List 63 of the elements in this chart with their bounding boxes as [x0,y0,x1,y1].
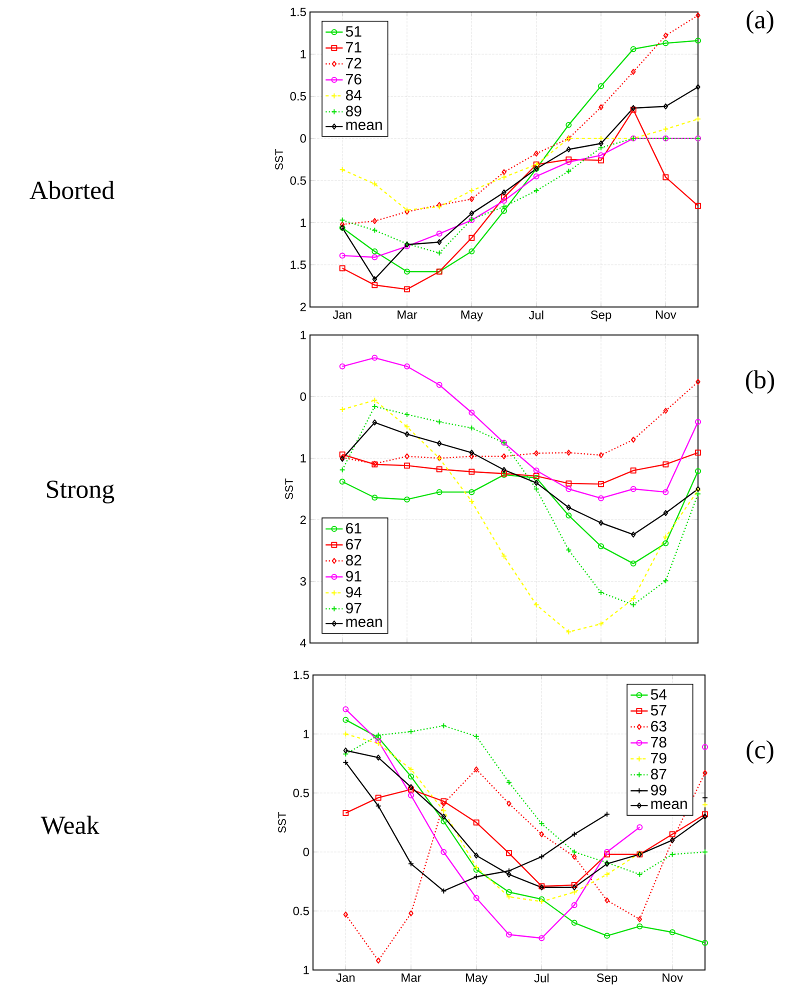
text: (b) [746,370,774,394]
y-tick-label: 1 [300,330,306,340]
y-tick-label: 0.5 [293,788,309,798]
text: Aborted [30,180,114,200]
y-tick-label: 3 [300,577,306,586]
y-tick-label: 1 [304,966,309,974]
x-tick-label: May [461,310,483,322]
y-tick-label: 1.5 [290,260,306,270]
y-axis-title: SST [278,812,286,833]
y-tick-label: 1.5 [294,670,309,680]
y-tick-label: 0.5 [290,92,306,101]
text: (c) [746,740,774,764]
y-tick-label: 0.5 [290,176,306,185]
legend-label: 91 [346,570,362,582]
legend-label: 71 [346,42,362,52]
legend-label: 63 [651,720,666,732]
text: (a) [746,10,774,34]
legend-label: 87 [650,768,666,780]
legend-label: mean [346,122,382,130]
x-tick-label: Jan [332,310,352,319]
x-tick-label: Mar [402,974,422,982]
y-tick-label: 2 [300,516,306,524]
y-axis-title: SST [285,478,293,500]
y-tick-label: 1 [304,730,309,738]
x-tick-label: Sep [590,310,612,322]
legend-label: 89 [346,106,362,116]
legend-label: mean [651,800,687,809]
x-tick-label: Nov [656,310,676,319]
legend-label: 79 [651,752,666,764]
legend-label: 51 [346,26,362,37]
legend-label: 61 [346,522,362,534]
legend-label: 57 [650,705,666,716]
x-tick-label: Mar [398,310,418,319]
x-tick-label: Nov [662,974,683,982]
y-tick-label: 0 [303,848,310,856]
y-tick-label: 0 [300,134,306,143]
legend-label: 99 [651,784,666,796]
x-tick-label: Sep [596,974,618,984]
y-axis-title: SST [275,149,283,170]
y-tick-label: 1 [300,454,306,462]
legend-label: 67 [346,538,362,550]
legend-label: 72 [346,58,362,68]
legend-label: 54 [650,689,667,700]
text: Strong [47,480,114,504]
legend-label: 94 [346,586,362,598]
legend-label: 97 [346,602,362,614]
y-tick-label: 4 [300,638,306,648]
y-tick-label: 1 [300,50,306,58]
legend-label: 78 [651,736,666,748]
y-tick-label: 0 [300,392,306,401]
x-tick-label: Jul [528,310,544,320]
legend-label: 82 [346,554,362,566]
legend-label: 84 [346,90,362,100]
x-tick-label: Jan [336,974,355,982]
legend-label: 76 [346,74,362,84]
legend-label: mean [346,618,382,627]
y-tick-label: 0.5 [293,906,309,916]
y-tick-label: 1.5 [290,8,306,16]
x-tick-label: Jul [534,974,549,982]
x-tick-label: May [466,974,488,984]
y-tick-label: 2 [300,302,306,312]
text: Weak [40,816,100,834]
y-tick-label: 1 [300,218,306,227]
